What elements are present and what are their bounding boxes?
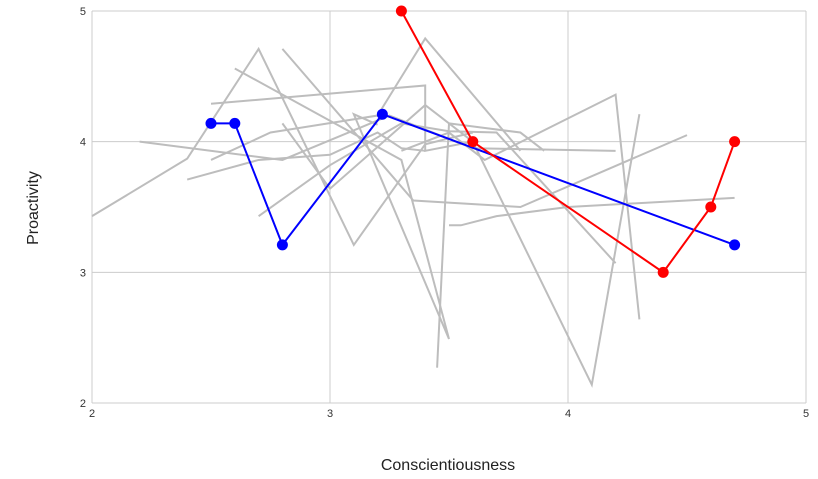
series-point bbox=[376, 108, 388, 120]
x-axis-title: Conscientiousness bbox=[381, 457, 515, 474]
background-series-line bbox=[91, 46, 474, 247]
series-point bbox=[229, 117, 241, 129]
y-tick-label: 3 bbox=[80, 267, 86, 279]
x-tick-label: 2 bbox=[89, 408, 95, 420]
y-tick-label: 5 bbox=[80, 6, 86, 18]
series-point bbox=[705, 201, 717, 213]
series-point bbox=[276, 239, 288, 251]
series-point bbox=[467, 136, 479, 148]
highlighted-series bbox=[205, 5, 741, 278]
x-tick-labels: 2 3 4 5 bbox=[89, 408, 809, 420]
x-tick-label: 3 bbox=[327, 408, 333, 420]
series-point bbox=[657, 266, 669, 278]
series-point bbox=[395, 5, 407, 17]
x-tick-label: 5 bbox=[803, 408, 809, 420]
grid-lines bbox=[91, 10, 807, 404]
background-series-line bbox=[139, 114, 616, 161]
y-tick-label: 4 bbox=[80, 137, 86, 149]
y-axis-title: Proactivity bbox=[25, 171, 42, 245]
y-tick-label: 2 bbox=[80, 398, 86, 410]
background-series-line bbox=[401, 93, 641, 320]
series-point bbox=[729, 239, 741, 251]
background-series-line bbox=[436, 122, 545, 368]
y-tick-labels: 2 3 4 5 bbox=[80, 6, 86, 410]
background-series-line bbox=[281, 48, 688, 209]
background-series-line bbox=[258, 122, 617, 264]
background-series-line bbox=[281, 103, 641, 388]
series-point bbox=[205, 117, 217, 129]
x-tick-label: 4 bbox=[565, 408, 571, 420]
background-series-line bbox=[210, 84, 473, 153]
background-series bbox=[91, 36, 735, 388]
series-point bbox=[729, 136, 741, 148]
background-series-line bbox=[449, 196, 735, 227]
